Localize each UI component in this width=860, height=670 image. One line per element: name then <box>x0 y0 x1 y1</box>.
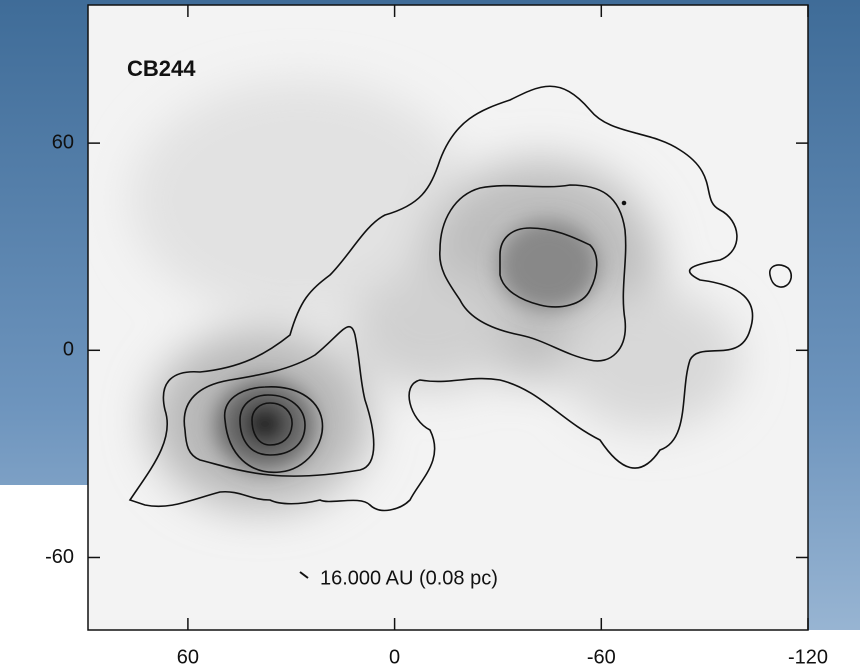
slide-panel <box>0 485 88 670</box>
y-tick-label: 0 <box>63 339 74 361</box>
chart-title: CB244 <box>127 56 196 81</box>
y-tick-label: -60 <box>45 546 74 568</box>
x-tick-label: -120 <box>788 646 828 668</box>
x-tick-label: 60 <box>177 646 199 668</box>
x-tick-label: 0 <box>389 646 400 668</box>
figure: CB244 16.000 AU (0.08 pc) 60 0 -60 60 0 -60 -1… <box>0 0 860 670</box>
slide-panel <box>88 630 860 670</box>
page: CB244 16.000 AU (0.08 pc) 60 0 -60 60 0 -60 -1… <box>0 0 860 670</box>
x-tick-label: -60 <box>587 646 616 668</box>
annotation: 16.000 AU (0.08 pc) <box>320 567 498 589</box>
y-tick-label: 60 <box>52 131 74 153</box>
